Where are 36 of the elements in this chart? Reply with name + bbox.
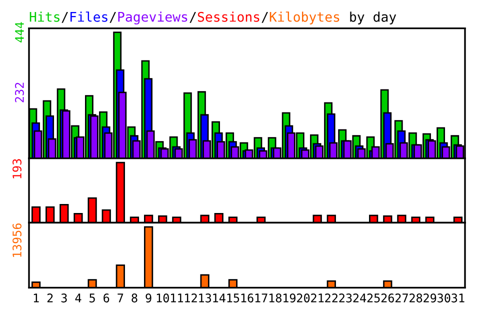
x-tick-label: 28	[410, 294, 422, 302]
x-tick-label: 5	[90, 294, 95, 302]
x-tick-label: 11	[170, 294, 183, 302]
x-tick-label: 9	[146, 294, 152, 302]
x-tick-label: 8	[132, 294, 138, 302]
x-tick-label: 26	[381, 294, 394, 302]
x-tick-label: 10	[156, 294, 169, 302]
x-tick-label: 2	[47, 294, 53, 302]
y-tick-label: 444	[15, 22, 24, 42]
x-tick-label: 31	[452, 294, 464, 302]
x-tick-label: 21	[311, 294, 324, 302]
x-tick-label: 22	[325, 294, 338, 302]
x-tick-label: 13	[199, 294, 212, 302]
chart-title: Hits/Files/Pageviews/Sessions/Kilobytes by day	[30, 12, 396, 24]
x-tick-label: 3	[61, 294, 67, 302]
y-tick-label: 232	[15, 82, 24, 102]
x-tick-label: 25	[367, 294, 380, 302]
x-tick-label: 23	[339, 294, 352, 302]
x-tick-label: 4	[75, 294, 82, 302]
x-tick-label: 16	[241, 294, 254, 302]
x-tick-label: 29	[424, 294, 436, 302]
x-tick-label: 24	[353, 294, 366, 302]
x-tick-label: 14	[213, 294, 226, 302]
x-tick-label: 27	[395, 294, 408, 302]
x-tick-label: 20	[297, 294, 310, 302]
x-tick-label: 15	[227, 294, 240, 302]
x-tick-label: 6	[104, 294, 110, 302]
x-tick-label: 18	[269, 294, 282, 302]
text: 193	[12, 159, 22, 178]
x-tick-label: 1	[34, 294, 39, 302]
x-tick-label: 7	[118, 294, 124, 302]
x-tick-label: 19	[284, 294, 296, 302]
x-tick-label: 30	[438, 294, 450, 302]
text: 13956	[12, 223, 22, 257]
x-tick-label: 12	[185, 294, 197, 302]
x-tick-label: 17	[255, 294, 268, 302]
